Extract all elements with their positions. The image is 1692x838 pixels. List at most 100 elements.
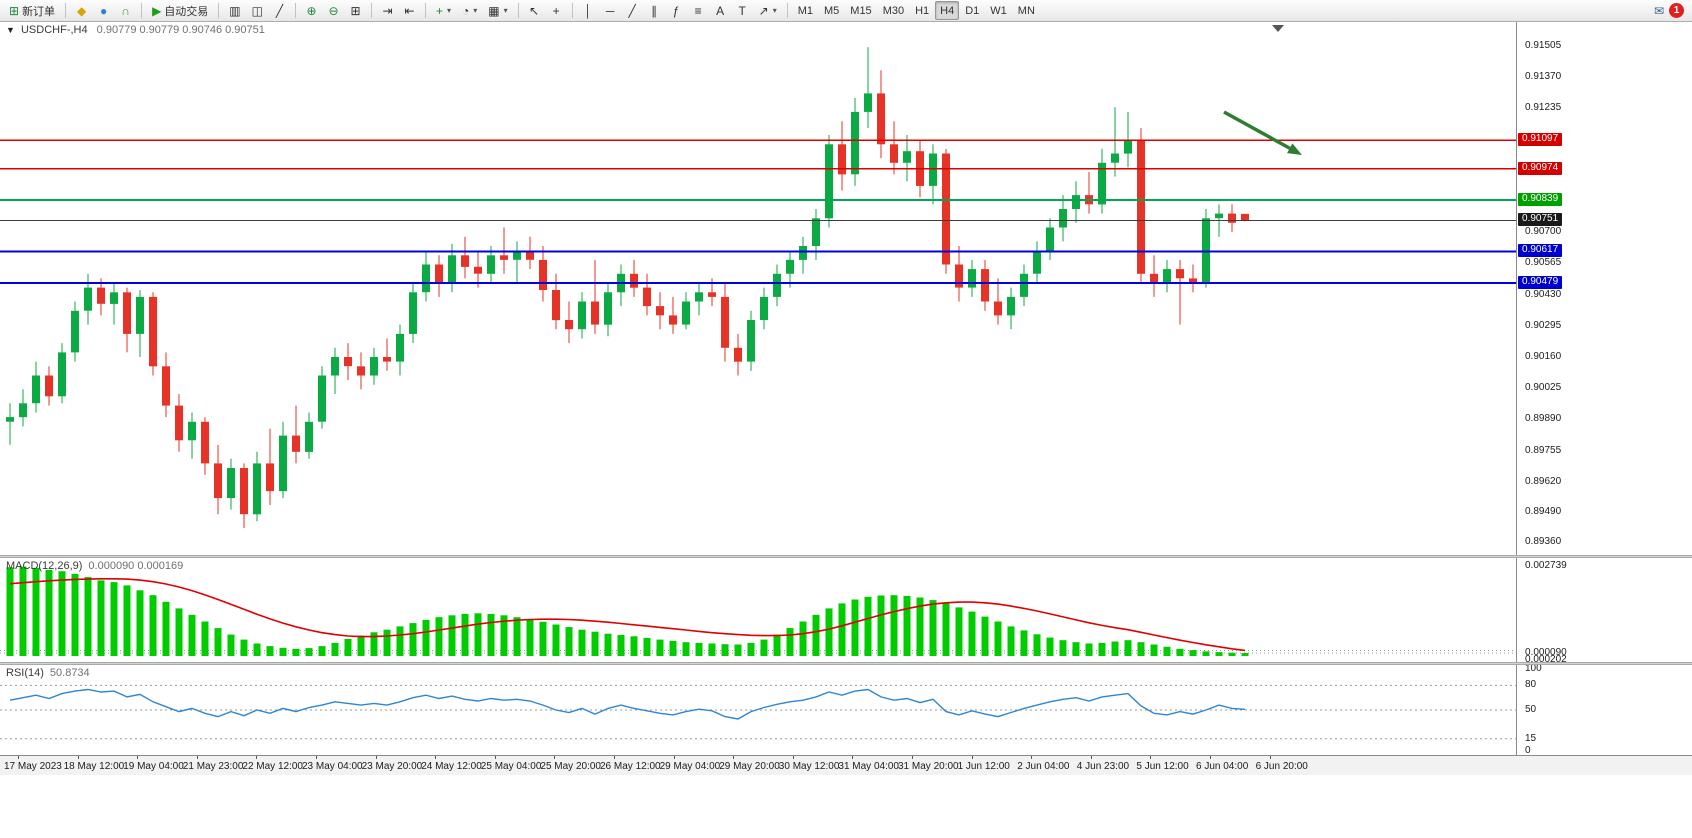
time-axis-label: 6 Jun 04:00 bbox=[1196, 761, 1249, 772]
price-chart-panel[interactable]: ▼ USDCHF-,H4 0.90779 0.90779 0.90746 0.9… bbox=[0, 22, 1516, 555]
zoom-in-button[interactable]: ⊕ bbox=[301, 1, 322, 20]
time-axis-label: 19 May 04:00 bbox=[123, 761, 184, 772]
time-axis-tick bbox=[912, 756, 913, 759]
panel-splitter[interactable] bbox=[0, 555, 1692, 558]
equidistant-channel-button[interactable]: ∥ bbox=[644, 1, 665, 20]
time-axis-tick bbox=[673, 756, 675, 759]
one-click-trading-toggle[interactable]: ▼ bbox=[6, 25, 15, 35]
line-chart-button[interactable]: ╱ bbox=[269, 1, 290, 20]
line-chart-icon: ╱ bbox=[275, 3, 284, 18]
indicators-button[interactable]: + ▾ bbox=[431, 1, 456, 20]
time-axis-label: 21 May 23:00 bbox=[182, 761, 244, 772]
time-axis[interactable]: 17 May 2023 18 May 12:00 19 May 04:00 21 Ma… bbox=[0, 755, 1692, 775]
timeframe-m1[interactable]: M1 bbox=[797, 4, 813, 17]
rsi-axis-label: 50 bbox=[1525, 704, 1537, 715]
news-icon[interactable]: ✉ bbox=[1653, 3, 1664, 18]
rsi-axis-label: 0 bbox=[1525, 745, 1531, 756]
price-tick-label: 0.91370 bbox=[1525, 71, 1562, 83]
toolbar-separator bbox=[294, 3, 296, 18]
toolbar-separator bbox=[141, 3, 143, 18]
candlestick-chart-button[interactable]: ◫ bbox=[247, 1, 268, 20]
zoom-out-button[interactable]: ⊖ bbox=[323, 1, 344, 20]
toolbar-separator bbox=[218, 3, 220, 18]
text-button[interactable]: A bbox=[710, 1, 731, 20]
timeframe-h1[interactable]: H1 bbox=[915, 4, 930, 17]
price-tick-label: 0.90025 bbox=[1525, 382, 1562, 394]
time-axis-tick bbox=[1031, 756, 1033, 759]
fibonacci-button[interactable]: ƒ bbox=[666, 1, 687, 20]
periods-icon: ◔ bbox=[462, 3, 470, 18]
market-watch-icon: ◆ bbox=[76, 3, 87, 18]
trendline-button[interactable]: ╱ bbox=[622, 1, 643, 20]
timeframe-m30[interactable]: M30 bbox=[882, 4, 905, 17]
price-tick-label: 0.90160 bbox=[1525, 351, 1562, 362]
market-watch-button[interactable]: ◆ bbox=[71, 1, 92, 20]
timeframe-m15[interactable]: M15 bbox=[850, 4, 872, 17]
time-axis-label: 30 May 12:00 bbox=[778, 761, 840, 772]
cursor-icon: ↖ bbox=[529, 3, 540, 18]
templates-icon: ▦ bbox=[488, 3, 500, 18]
time-axis-label: 31 May 20:00 bbox=[898, 761, 959, 772]
time-axis-tick bbox=[614, 756, 615, 759]
toolbar-separator bbox=[370, 3, 372, 18]
time-axis-label: 18 May 12:00 bbox=[63, 761, 125, 772]
crosshair-icon: + bbox=[552, 3, 560, 18]
panel-splitter[interactable] bbox=[0, 662, 1692, 665]
price-axis[interactable]: 0.91505 0.91370 0.91235 0.90700 0.90565 0.904… bbox=[1516, 22, 1692, 756]
time-axis-tick bbox=[852, 756, 854, 759]
zoom-out-icon: ⊖ bbox=[328, 3, 339, 18]
timeframe-h4[interactable]: H4 bbox=[935, 1, 960, 20]
fibonacci-icon: ƒ bbox=[672, 3, 680, 18]
time-axis-label: 2 Jun 04:00 bbox=[1017, 761, 1070, 772]
price-tick-label: 0.90565 bbox=[1525, 257, 1562, 269]
arrows-tool-button[interactable]: ↗ ▾ bbox=[754, 1, 782, 20]
macd-label: MACD(12,26,9) 0.000090 0.000169 bbox=[6, 560, 184, 572]
time-axis-label: 29 May 20:00 bbox=[719, 761, 780, 772]
candlestick-canvas[interactable] bbox=[0, 22, 1516, 555]
auto-trading-icon: ▶ bbox=[152, 3, 162, 18]
rsi-panel[interactable]: RSI(14) 50.8734 bbox=[0, 665, 1516, 755]
text-label-icon: T bbox=[738, 3, 746, 18]
auto-scroll-button[interactable]: ⇥ bbox=[377, 1, 398, 20]
crosshair-button[interactable]: + bbox=[546, 1, 567, 20]
timeframe-d1[interactable]: D1 bbox=[965, 4, 980, 17]
time-axis-tick bbox=[1150, 756, 1152, 759]
notification-badge[interactable]: 1 bbox=[1669, 3, 1684, 18]
timeframe-w1[interactable]: W1 bbox=[990, 4, 1007, 17]
bar-chart-button[interactable]: ▥ bbox=[224, 1, 245, 20]
periods-button[interactable]: ◔ ▾ bbox=[457, 1, 482, 20]
chart-shift-button[interactable]: ⇤ bbox=[399, 1, 420, 20]
tile-windows-button[interactable]: ⊞ bbox=[345, 1, 366, 20]
cursor-button[interactable]: ↖ bbox=[524, 1, 545, 20]
vertical-line-button[interactable]: │ bbox=[578, 1, 599, 20]
price-tick-label: 0.90700 bbox=[1525, 226, 1562, 238]
time-axis-tick bbox=[196, 756, 198, 759]
price-tick-label: 0.91505 bbox=[1525, 40, 1562, 51]
signals-button[interactable]: ∩ bbox=[115, 1, 136, 20]
rsi-canvas[interactable] bbox=[0, 665, 1516, 755]
macd-canvas[interactable] bbox=[0, 558, 1516, 662]
community-button[interactable]: ● bbox=[93, 1, 114, 20]
price-tick-label: 0.90430 bbox=[1525, 288, 1562, 300]
indicators-caret-icon: ▾ bbox=[447, 6, 452, 15]
tile-windows-icon: ⊞ bbox=[350, 3, 361, 18]
time-axis-tick bbox=[435, 756, 437, 759]
time-axis-tick bbox=[1210, 756, 1211, 759]
time-axis-label: 5 Jun 12:00 bbox=[1136, 761, 1189, 772]
time-axis-tick bbox=[1090, 756, 1092, 759]
templates-button[interactable]: ▦ ▾ bbox=[483, 1, 512, 20]
toolbar-separator bbox=[571, 3, 573, 18]
auto-trading-button[interactable]: ▶ 自动交易 bbox=[147, 1, 213, 20]
text-label-button[interactable]: T bbox=[732, 1, 753, 20]
cycle-lines-button[interactable]: ≡ bbox=[688, 1, 709, 20]
horizontal-line-button[interactable]: ─ bbox=[600, 1, 621, 20]
time-axis-tick bbox=[554, 756, 556, 759]
time-axis-label: 24 May 12:00 bbox=[421, 761, 482, 772]
price-tick-label: 0.89755 bbox=[1525, 444, 1562, 456]
timeframe-mn[interactable]: MN bbox=[1017, 4, 1035, 17]
timeframe-m5[interactable]: M5 bbox=[824, 4, 840, 17]
price-level-badge: 0.91097 bbox=[1518, 133, 1563, 147]
new-order-button[interactable]: ⊞ 新订单 bbox=[4, 1, 60, 20]
price-tick-label: 0.89490 bbox=[1525, 505, 1562, 517]
macd-panel[interactable]: MACD(12,26,9) 0.000090 0.000169 bbox=[0, 558, 1516, 662]
